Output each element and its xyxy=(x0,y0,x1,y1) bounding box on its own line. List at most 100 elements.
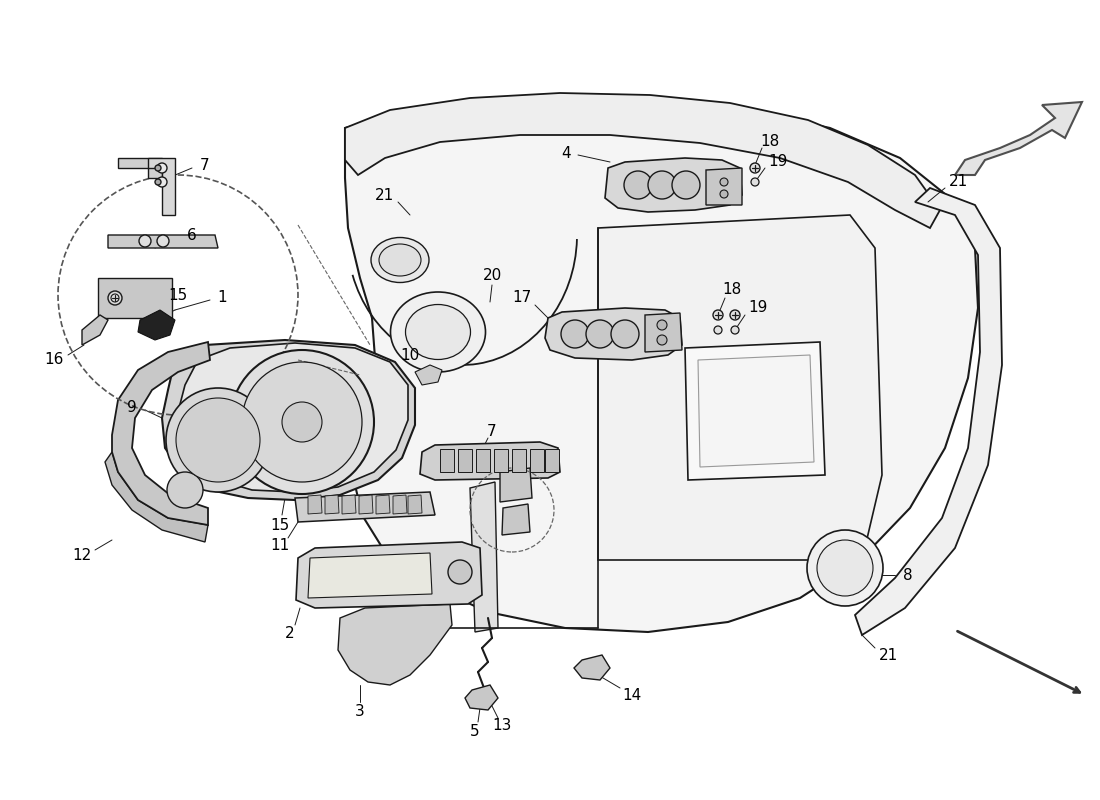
Polygon shape xyxy=(415,365,442,385)
Text: 21: 21 xyxy=(375,187,395,202)
Polygon shape xyxy=(359,495,373,514)
Polygon shape xyxy=(544,308,682,360)
Polygon shape xyxy=(955,102,1082,175)
Polygon shape xyxy=(476,449,490,472)
Polygon shape xyxy=(685,342,825,480)
Circle shape xyxy=(157,163,167,173)
Text: 19: 19 xyxy=(768,154,788,170)
Polygon shape xyxy=(458,449,472,472)
Text: 7: 7 xyxy=(487,425,497,439)
Circle shape xyxy=(282,402,322,442)
Circle shape xyxy=(720,178,728,186)
Circle shape xyxy=(176,398,260,482)
Polygon shape xyxy=(295,492,434,522)
Circle shape xyxy=(624,171,652,199)
Polygon shape xyxy=(118,158,162,178)
Text: 13: 13 xyxy=(493,718,512,734)
Polygon shape xyxy=(108,235,218,248)
Text: 17: 17 xyxy=(513,290,531,306)
Circle shape xyxy=(448,560,472,584)
Polygon shape xyxy=(112,342,210,525)
Text: 16: 16 xyxy=(44,353,64,367)
Polygon shape xyxy=(440,449,454,472)
Polygon shape xyxy=(345,93,940,228)
Circle shape xyxy=(648,171,676,199)
Circle shape xyxy=(155,179,161,185)
Circle shape xyxy=(720,190,728,198)
Polygon shape xyxy=(465,685,498,710)
Circle shape xyxy=(657,320,667,330)
Polygon shape xyxy=(393,495,407,514)
Polygon shape xyxy=(104,452,208,542)
Polygon shape xyxy=(338,604,452,685)
Circle shape xyxy=(139,235,151,247)
Polygon shape xyxy=(502,504,530,535)
Circle shape xyxy=(713,310,723,320)
Polygon shape xyxy=(178,343,408,492)
Polygon shape xyxy=(855,188,1002,635)
Text: 18: 18 xyxy=(723,282,741,298)
Circle shape xyxy=(230,350,374,494)
Text: 20: 20 xyxy=(483,267,502,282)
Polygon shape xyxy=(148,158,175,215)
Circle shape xyxy=(561,320,588,348)
Polygon shape xyxy=(82,315,108,345)
Polygon shape xyxy=(420,442,560,480)
Polygon shape xyxy=(296,542,482,608)
Polygon shape xyxy=(376,495,390,514)
Polygon shape xyxy=(408,495,422,514)
Text: 15: 15 xyxy=(271,518,289,533)
Text: 6: 6 xyxy=(187,227,197,242)
Polygon shape xyxy=(544,449,559,472)
Circle shape xyxy=(732,326,739,334)
Polygon shape xyxy=(494,449,508,472)
Ellipse shape xyxy=(390,292,485,372)
Polygon shape xyxy=(98,278,172,318)
Polygon shape xyxy=(645,313,682,352)
Circle shape xyxy=(610,320,639,348)
Circle shape xyxy=(714,326,722,334)
Ellipse shape xyxy=(379,244,421,276)
Circle shape xyxy=(242,362,362,482)
Circle shape xyxy=(672,171,700,199)
Text: 4: 4 xyxy=(561,146,571,161)
Circle shape xyxy=(586,320,614,348)
Polygon shape xyxy=(138,310,175,340)
Circle shape xyxy=(155,165,161,171)
Polygon shape xyxy=(470,482,498,632)
Circle shape xyxy=(657,335,667,345)
Circle shape xyxy=(157,235,169,247)
Text: 5: 5 xyxy=(470,725,480,739)
Circle shape xyxy=(157,177,167,187)
Text: a passion for parts since 1985: a passion for parts since 1985 xyxy=(390,487,810,573)
Polygon shape xyxy=(530,449,544,472)
Text: 14: 14 xyxy=(623,687,641,702)
Polygon shape xyxy=(500,468,532,502)
Text: 12: 12 xyxy=(73,547,91,562)
Circle shape xyxy=(166,388,270,492)
Circle shape xyxy=(751,178,759,186)
Polygon shape xyxy=(345,98,978,632)
Circle shape xyxy=(817,540,873,596)
Text: 2: 2 xyxy=(285,626,295,641)
Text: 15: 15 xyxy=(168,287,188,302)
Polygon shape xyxy=(605,158,742,212)
Polygon shape xyxy=(706,168,743,205)
Polygon shape xyxy=(598,215,882,560)
Circle shape xyxy=(167,472,204,508)
Text: 21: 21 xyxy=(879,647,898,662)
Text: 8: 8 xyxy=(903,567,913,582)
Ellipse shape xyxy=(406,305,471,359)
Polygon shape xyxy=(512,449,526,472)
Text: 21: 21 xyxy=(948,174,968,190)
Circle shape xyxy=(730,310,740,320)
Text: 11: 11 xyxy=(271,538,289,554)
Circle shape xyxy=(750,163,760,173)
Ellipse shape xyxy=(371,238,429,282)
Polygon shape xyxy=(574,655,611,680)
Text: EUROBS: EUROBS xyxy=(319,371,881,489)
Text: 18: 18 xyxy=(760,134,780,150)
Polygon shape xyxy=(162,340,415,500)
Circle shape xyxy=(807,530,883,606)
Circle shape xyxy=(108,291,122,305)
